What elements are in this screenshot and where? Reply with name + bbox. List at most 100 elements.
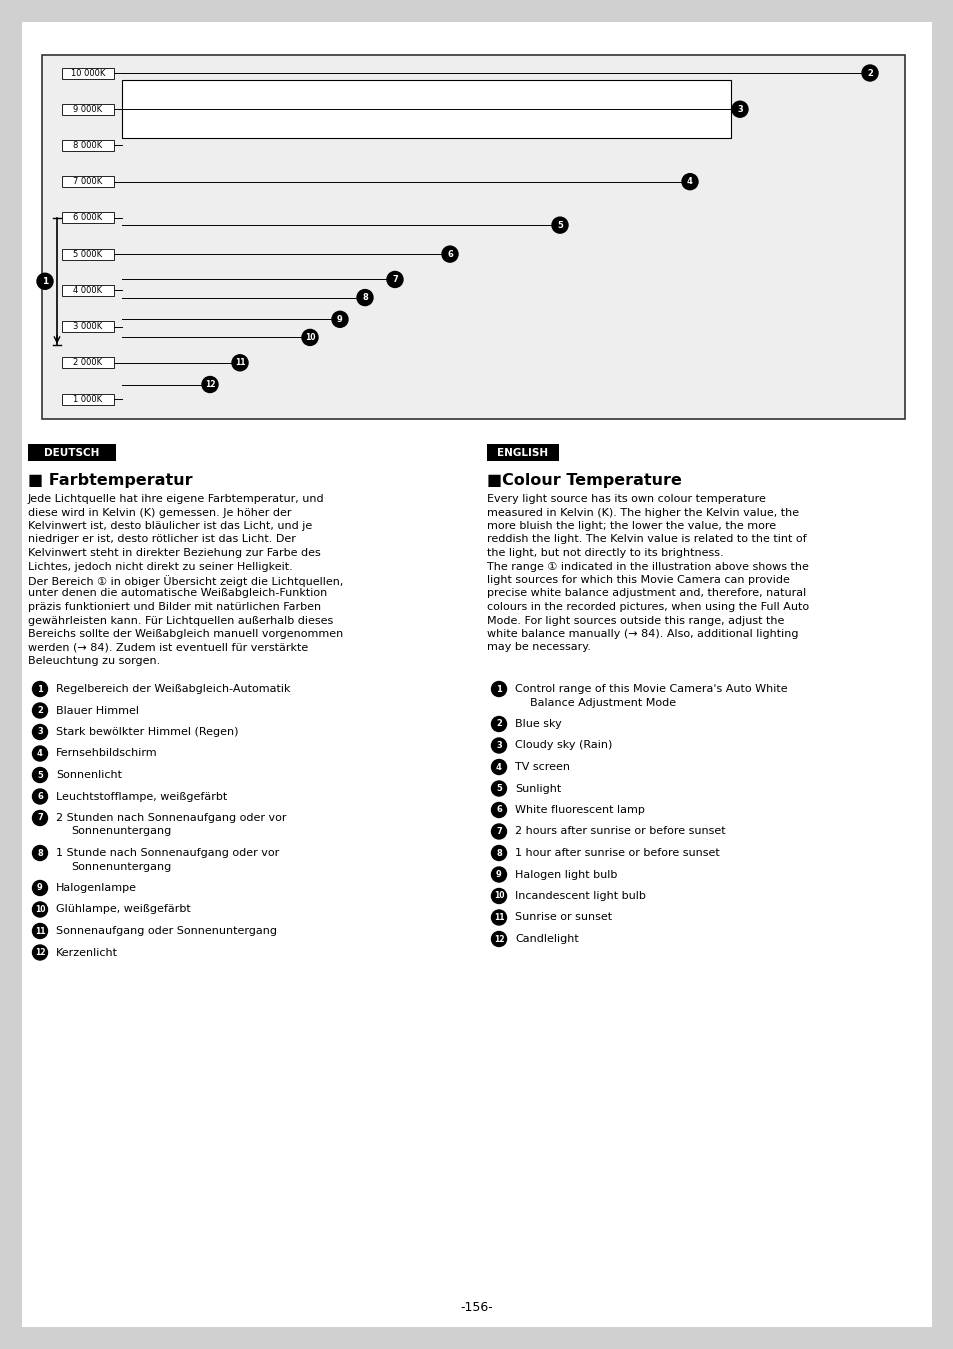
Text: 1 hour after sunrise or before sunset: 1 hour after sunrise or before sunset bbox=[515, 849, 719, 858]
Circle shape bbox=[387, 271, 402, 287]
Circle shape bbox=[491, 759, 506, 774]
Circle shape bbox=[491, 846, 506, 861]
Text: 2 Stunden nach Sonnenaufgang oder vor: 2 Stunden nach Sonnenaufgang oder vor bbox=[56, 813, 286, 823]
Text: 10 000K: 10 000K bbox=[71, 69, 105, 77]
Text: Sunrise or sunset: Sunrise or sunset bbox=[515, 912, 612, 923]
Text: 2: 2 bbox=[866, 69, 872, 77]
Text: Regelbereich der Weißabgleich-Automatik: Regelbereich der Weißabgleich-Automatik bbox=[56, 684, 291, 693]
Text: Glühlampe, weißgefärbt: Glühlampe, weißgefärbt bbox=[56, 904, 191, 915]
Circle shape bbox=[32, 746, 48, 761]
Bar bbox=[62, 212, 113, 224]
Text: 12: 12 bbox=[494, 935, 504, 943]
Circle shape bbox=[491, 932, 506, 947]
Text: 8: 8 bbox=[37, 849, 43, 858]
Text: Sunlight: Sunlight bbox=[515, 784, 560, 793]
Text: Kerzenlicht: Kerzenlicht bbox=[56, 947, 118, 958]
Text: Sonnenuntergang: Sonnenuntergang bbox=[71, 827, 172, 836]
Text: 1 Stunde nach Sonnenaufgang oder vor: 1 Stunde nach Sonnenaufgang oder vor bbox=[56, 849, 279, 858]
Bar bbox=[62, 321, 113, 332]
Circle shape bbox=[441, 246, 457, 262]
Text: 4: 4 bbox=[686, 177, 692, 186]
Circle shape bbox=[356, 290, 373, 306]
Circle shape bbox=[202, 376, 218, 393]
Text: präzis funktioniert und Bilder mit natürlichen Farben: präzis funktioniert und Bilder mit natür… bbox=[28, 602, 321, 612]
Text: the light, but not directly to its brightness.: the light, but not directly to its brigh… bbox=[486, 548, 723, 558]
Circle shape bbox=[491, 716, 506, 731]
Circle shape bbox=[332, 312, 348, 328]
Bar bbox=[62, 285, 113, 295]
Circle shape bbox=[862, 65, 877, 81]
Text: 4: 4 bbox=[37, 749, 43, 758]
Text: 10: 10 bbox=[304, 333, 314, 341]
Text: colours in the recorded pictures, when using the Full Auto: colours in the recorded pictures, when u… bbox=[486, 602, 808, 612]
Text: 8 000K: 8 000K bbox=[73, 140, 103, 150]
Text: 9: 9 bbox=[496, 870, 501, 880]
Circle shape bbox=[491, 911, 506, 925]
Text: may be necessary.: may be necessary. bbox=[486, 642, 590, 653]
Bar bbox=[28, 444, 116, 461]
Text: 6: 6 bbox=[496, 805, 501, 815]
Circle shape bbox=[32, 946, 48, 960]
Text: 2: 2 bbox=[37, 706, 43, 715]
Text: 11: 11 bbox=[234, 359, 245, 367]
Text: 1: 1 bbox=[42, 277, 48, 286]
Text: Beleuchtung zu sorgen.: Beleuchtung zu sorgen. bbox=[28, 656, 160, 666]
Text: diese wird in Kelvin (K) gemessen. Je höher der: diese wird in Kelvin (K) gemessen. Je hö… bbox=[28, 507, 292, 518]
Circle shape bbox=[32, 881, 48, 896]
Text: 5: 5 bbox=[557, 221, 562, 229]
Text: Sonnenuntergang: Sonnenuntergang bbox=[71, 862, 172, 871]
Text: light sources for which this Movie Camera can provide: light sources for which this Movie Camer… bbox=[486, 575, 789, 585]
Text: Halogen light bulb: Halogen light bulb bbox=[515, 870, 617, 880]
Text: Fernsehbildschirm: Fernsehbildschirm bbox=[56, 749, 157, 758]
Circle shape bbox=[491, 781, 506, 796]
Bar bbox=[42, 55, 904, 420]
Circle shape bbox=[491, 681, 506, 696]
Text: measured in Kelvin (K). The higher the Kelvin value, the: measured in Kelvin (K). The higher the K… bbox=[486, 507, 799, 518]
Circle shape bbox=[302, 329, 317, 345]
Text: precise white balance adjustment and, therefore, natural: precise white balance adjustment and, th… bbox=[486, 588, 805, 599]
Text: 3: 3 bbox=[737, 105, 742, 113]
Bar bbox=[62, 248, 113, 259]
Text: Bereichs sollte der Weißabgleich manuell vorgenommen: Bereichs sollte der Weißabgleich manuell… bbox=[28, 629, 343, 639]
Text: White fluorescent lamp: White fluorescent lamp bbox=[515, 805, 644, 815]
Circle shape bbox=[32, 924, 48, 939]
Text: 12: 12 bbox=[205, 380, 215, 389]
Text: 5: 5 bbox=[37, 770, 43, 780]
Text: 2 000K: 2 000K bbox=[73, 359, 103, 367]
Circle shape bbox=[37, 274, 53, 289]
Bar bbox=[62, 357, 113, 368]
Text: 7: 7 bbox=[496, 827, 501, 836]
Text: niedriger er ist, desto rötlicher ist das Licht. Der: niedriger er ist, desto rötlicher ist da… bbox=[28, 534, 295, 545]
Text: Control range of this Movie Camera's Auto White: Control range of this Movie Camera's Aut… bbox=[515, 684, 787, 693]
Circle shape bbox=[32, 724, 48, 739]
Circle shape bbox=[232, 355, 248, 371]
Circle shape bbox=[32, 789, 48, 804]
Text: 7 000K: 7 000K bbox=[73, 177, 103, 186]
Text: Blue sky: Blue sky bbox=[515, 719, 561, 728]
Text: 9: 9 bbox=[336, 314, 342, 324]
Text: The range ① indicated in the illustration above shows the: The range ① indicated in the illustratio… bbox=[486, 561, 808, 572]
Circle shape bbox=[32, 846, 48, 861]
Text: ■ Farbtemperatur: ■ Farbtemperatur bbox=[28, 473, 193, 488]
Text: 5: 5 bbox=[496, 784, 501, 793]
Text: Cloudy sky (Rain): Cloudy sky (Rain) bbox=[515, 741, 612, 750]
Text: gewährleisten kann. Für Lichtquellen außerhalb dieses: gewährleisten kann. Für Lichtquellen auß… bbox=[28, 615, 333, 626]
Bar bbox=[62, 67, 113, 78]
Circle shape bbox=[32, 703, 48, 718]
Text: Blauer Himmel: Blauer Himmel bbox=[56, 706, 139, 715]
Text: 11: 11 bbox=[34, 927, 45, 935]
Text: DEUTSCH: DEUTSCH bbox=[44, 448, 99, 457]
Text: 6 000K: 6 000K bbox=[73, 213, 103, 223]
Text: 3: 3 bbox=[496, 741, 501, 750]
Text: Stark bewölkter Himmel (Regen): Stark bewölkter Himmel (Regen) bbox=[56, 727, 238, 737]
Circle shape bbox=[32, 902, 48, 917]
Text: Mode. For light sources outside this range, adjust the: Mode. For light sources outside this ran… bbox=[486, 615, 783, 626]
Text: 9 000K: 9 000K bbox=[73, 105, 103, 113]
Text: 6: 6 bbox=[37, 792, 43, 801]
Text: 8: 8 bbox=[362, 293, 368, 302]
Circle shape bbox=[491, 889, 506, 904]
Text: 2 hours after sunrise or before sunset: 2 hours after sunrise or before sunset bbox=[515, 827, 725, 836]
Text: more bluish the light; the lower the value, the more: more bluish the light; the lower the val… bbox=[486, 521, 776, 532]
Text: 3 000K: 3 000K bbox=[73, 322, 103, 331]
Circle shape bbox=[731, 101, 747, 117]
